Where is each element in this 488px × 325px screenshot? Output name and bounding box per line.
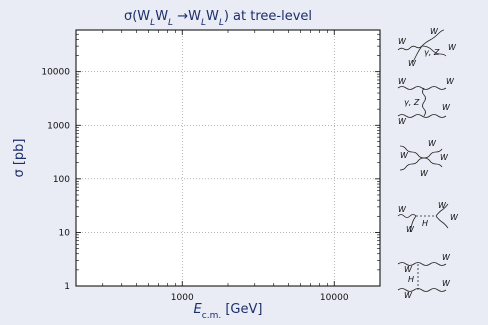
diagram-label: γ, Z — [424, 48, 440, 57]
diagram-label: W — [398, 37, 407, 46]
wavy-line — [421, 45, 447, 57]
y-tick-label: 10 — [59, 228, 71, 238]
wavy-line — [397, 114, 447, 118]
diagram-label: W — [442, 253, 451, 262]
diagram-label: γ, Z — [404, 98, 420, 107]
plot-area — [75, 29, 381, 287]
y-tick-label: 1 — [64, 282, 70, 292]
axis-ticks — [76, 30, 380, 287]
diagram-label: W — [420, 169, 429, 178]
wavy-line — [435, 203, 449, 217]
wavy-line — [397, 262, 447, 266]
feynman-diagram-higgs-s-channel: W W W W H — [397, 201, 459, 234]
wavy-line — [409, 215, 417, 233]
title-text-part: σ(W — [124, 9, 150, 24]
feynman-diagrams: W W W W γ, Z W W W W γ, Z W — [397, 27, 459, 300]
diagram-label: W — [446, 77, 455, 86]
x-axis-label: Ec.m. [GeV] — [194, 302, 263, 321]
diagram-label: H — [422, 219, 428, 228]
wavy-line — [397, 86, 447, 90]
wavy-line — [399, 145, 443, 168]
title-text-part: ) at tree-level — [224, 9, 312, 24]
diagram-label: W — [442, 103, 451, 112]
feynman-diagram-contact: W W W W — [399, 139, 449, 178]
diagram-label: W — [430, 27, 439, 36]
title-subscript: L — [168, 18, 173, 28]
wavy-line — [399, 148, 443, 171]
feynman-diagram-t-channel: W W W W γ, Z — [397, 77, 455, 126]
chart-title: σ(WLWL →WLWL) at tree-level — [124, 9, 312, 28]
x-axis-label-main: E — [194, 302, 203, 317]
title-text-part: W — [206, 9, 219, 24]
wavy-line — [421, 29, 445, 47]
diagram-label: W — [404, 265, 413, 274]
diagram-label: W — [428, 139, 437, 148]
title-subscript: L — [201, 18, 206, 28]
diagram-label: W — [398, 117, 407, 126]
diagram-label: W — [404, 291, 413, 300]
y-tick-label: 1000 — [47, 121, 70, 131]
diagram-label: W — [406, 225, 415, 234]
diagram-label: W — [440, 153, 449, 162]
diagram-label: W — [442, 279, 451, 288]
diagram-label: W — [438, 201, 447, 210]
title-subscript: L — [150, 18, 155, 28]
feynman-diagram-higgs-t-channel: W W W W H — [397, 253, 451, 300]
diagram-label: W — [398, 205, 407, 214]
diagram-label: W — [450, 213, 459, 222]
diagram-label: W — [448, 43, 457, 52]
wavy-line — [397, 45, 423, 51]
x-tick-label: 1000 — [171, 293, 194, 303]
x-axis-label-subscript: c.m. — [202, 311, 221, 321]
diagram-label: W — [400, 151, 409, 160]
x-tick-label: 10000 — [320, 293, 349, 303]
diagram-label: W — [398, 77, 407, 86]
y-tick-label: 100 — [53, 175, 70, 185]
y-axis-label: σ [pb] — [12, 138, 27, 177]
tick-labels: 1 10 100 1000 10000 1000 10000 — [41, 68, 348, 303]
diagram-label: W — [408, 59, 417, 68]
x-axis-label-unit: [GeV] — [221, 302, 262, 317]
wavy-line — [397, 214, 417, 218]
wavy-line — [412, 45, 423, 63]
wavy-line — [435, 215, 449, 229]
title-text-part: →W — [173, 9, 201, 24]
diagram-label: H — [408, 275, 414, 284]
wavy-line — [397, 288, 447, 292]
grid-lines — [76, 30, 380, 286]
title-text-part: W — [155, 9, 168, 24]
feynman-diagram-s-channel: W W W W γ, Z — [397, 27, 457, 68]
y-tick-label: 10000 — [41, 68, 70, 78]
wavy-line — [422, 87, 426, 117]
title-subscript: L — [219, 18, 224, 28]
